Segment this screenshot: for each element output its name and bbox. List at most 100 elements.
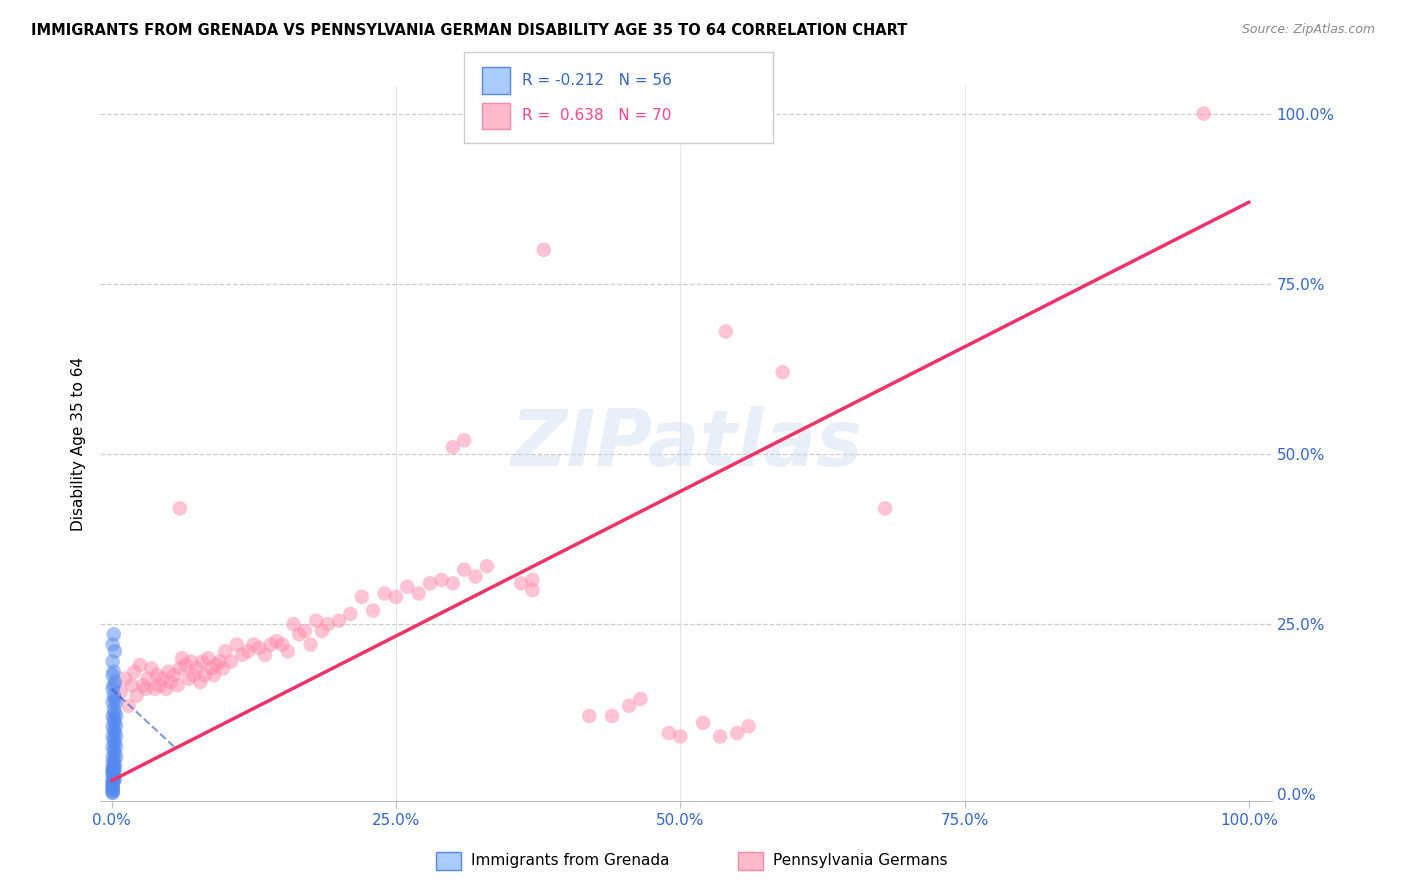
- Point: [103, 689, 125, 703]
- Point: [177, 672, 200, 686]
- Point: [202, 668, 225, 682]
- Point: [103, 753, 125, 767]
- Point: [271, 638, 294, 652]
- Point: [101, 730, 124, 744]
- Point: [600, 709, 623, 723]
- Point: [121, 678, 143, 692]
- Point: [103, 732, 125, 747]
- Point: [103, 743, 125, 757]
- Point: [103, 760, 125, 774]
- Point: [464, 569, 486, 583]
- Point: [214, 644, 236, 658]
- Point: [170, 651, 193, 665]
- Point: [385, 590, 408, 604]
- Point: [103, 713, 125, 727]
- Point: [101, 762, 124, 776]
- Point: [114, 672, 136, 686]
- Point: [188, 675, 211, 690]
- Point: [163, 668, 186, 682]
- Point: [117, 698, 139, 713]
- Point: [205, 658, 228, 673]
- Point: [225, 638, 247, 652]
- Point: [101, 695, 124, 709]
- Point: [105, 709, 128, 723]
- Point: [316, 617, 339, 632]
- Point: [373, 586, 395, 600]
- Point: [101, 655, 124, 669]
- Point: [166, 678, 188, 692]
- Point: [197, 651, 219, 665]
- Point: [522, 573, 544, 587]
- Point: [311, 624, 333, 638]
- Point: [101, 668, 124, 682]
- Point: [101, 764, 124, 778]
- Point: [122, 665, 145, 679]
- Point: [522, 583, 544, 598]
- Text: Source: ZipAtlas.com: Source: ZipAtlas.com: [1241, 23, 1375, 37]
- Point: [104, 692, 127, 706]
- Point: [186, 661, 208, 675]
- Point: [104, 736, 127, 750]
- Point: [709, 730, 731, 744]
- Point: [101, 785, 124, 799]
- Point: [737, 719, 759, 733]
- Point: [419, 576, 441, 591]
- Point: [288, 627, 311, 641]
- Point: [430, 573, 453, 587]
- Point: [103, 678, 125, 692]
- Point: [453, 434, 475, 448]
- Point: [136, 672, 159, 686]
- Point: [135, 681, 157, 696]
- Point: [101, 765, 124, 780]
- Point: [155, 681, 177, 696]
- Text: R = -0.212   N = 56: R = -0.212 N = 56: [522, 73, 672, 87]
- Point: [441, 440, 464, 454]
- Point: [103, 773, 125, 788]
- Y-axis label: Disability Age 35 to 64: Disability Age 35 to 64: [72, 357, 86, 531]
- Point: [101, 781, 124, 796]
- Point: [105, 730, 128, 744]
- Point: [630, 692, 652, 706]
- Point: [201, 661, 224, 675]
- Point: [714, 325, 737, 339]
- Point: [231, 648, 253, 662]
- Point: [169, 501, 191, 516]
- Point: [129, 658, 152, 673]
- Text: Pennsylvania Germans: Pennsylvania Germans: [773, 854, 948, 868]
- Point: [305, 614, 328, 628]
- Point: [453, 563, 475, 577]
- Point: [510, 576, 533, 591]
- Point: [104, 726, 127, 740]
- Point: [441, 576, 464, 591]
- Point: [146, 668, 169, 682]
- Point: [101, 756, 124, 771]
- Point: [408, 586, 430, 600]
- Point: [277, 644, 299, 658]
- Point: [219, 655, 242, 669]
- Point: [328, 614, 350, 628]
- Point: [254, 648, 277, 662]
- Point: [875, 501, 897, 516]
- Point: [101, 775, 124, 789]
- Point: [110, 685, 132, 699]
- Point: [339, 607, 361, 621]
- Point: [104, 756, 127, 771]
- Point: [103, 770, 125, 784]
- Point: [101, 638, 124, 652]
- Point: [658, 726, 681, 740]
- Point: [101, 719, 124, 733]
- Point: [103, 665, 125, 679]
- Point: [183, 668, 205, 682]
- Point: [578, 709, 600, 723]
- Point: [105, 750, 128, 764]
- Point: [260, 638, 283, 652]
- Point: [132, 678, 155, 692]
- Point: [157, 665, 180, 679]
- Text: R =  0.638   N = 70: R = 0.638 N = 70: [522, 109, 671, 123]
- Point: [174, 658, 197, 673]
- Point: [350, 590, 373, 604]
- Point: [104, 772, 127, 787]
- Point: [617, 698, 640, 713]
- Point: [692, 715, 714, 730]
- Point: [105, 739, 128, 754]
